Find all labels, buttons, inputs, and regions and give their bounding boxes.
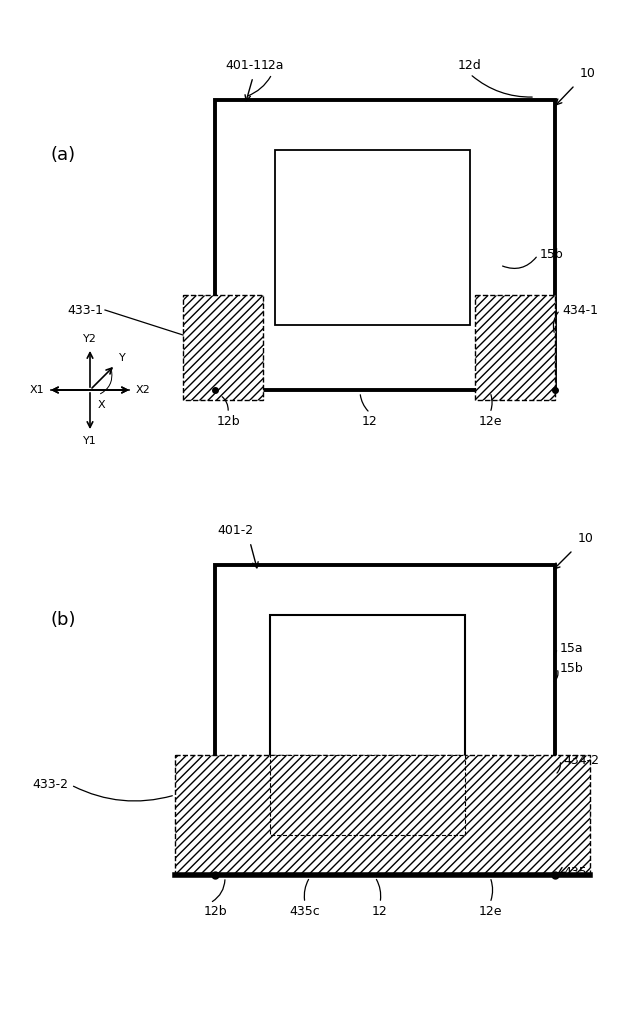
Text: 15b: 15b xyxy=(540,249,564,261)
Text: 12b: 12b xyxy=(203,905,227,918)
Text: 15b: 15b xyxy=(560,662,584,675)
Bar xyxy=(175,755,590,875)
Text: X: X xyxy=(98,400,106,410)
Text: X2: X2 xyxy=(136,385,151,395)
Text: 10: 10 xyxy=(578,533,594,545)
Text: 15a: 15a xyxy=(560,642,584,654)
Text: 12e: 12e xyxy=(478,415,502,428)
Text: 10: 10 xyxy=(580,67,596,80)
Text: Y: Y xyxy=(119,353,126,363)
Text: 12: 12 xyxy=(372,905,388,918)
Text: 401-2: 401-2 xyxy=(217,524,253,537)
Text: X1: X1 xyxy=(29,385,44,395)
Text: 12d: 12d xyxy=(458,59,482,72)
Text: 435: 435 xyxy=(563,866,587,878)
Bar xyxy=(215,100,555,390)
Text: 433-2: 433-2 xyxy=(32,778,68,792)
Text: 401-1: 401-1 xyxy=(225,59,261,72)
Text: (b): (b) xyxy=(50,611,76,628)
Bar xyxy=(215,565,555,840)
Text: 434-2: 434-2 xyxy=(563,753,599,767)
Bar xyxy=(183,295,263,400)
Text: 12: 12 xyxy=(362,415,378,428)
Text: 12b: 12b xyxy=(216,415,240,428)
Text: 435c: 435c xyxy=(290,905,321,918)
Text: 434-1: 434-1 xyxy=(562,303,598,317)
Text: 12e: 12e xyxy=(478,905,502,918)
Bar xyxy=(270,755,465,835)
Text: Y2: Y2 xyxy=(83,334,97,344)
Bar xyxy=(270,615,465,770)
Text: (a): (a) xyxy=(50,146,75,164)
Text: 12a: 12a xyxy=(260,59,284,72)
Text: 433-1: 433-1 xyxy=(67,303,103,317)
Text: Y1: Y1 xyxy=(83,436,97,446)
Bar xyxy=(275,150,470,325)
Bar xyxy=(475,295,555,400)
